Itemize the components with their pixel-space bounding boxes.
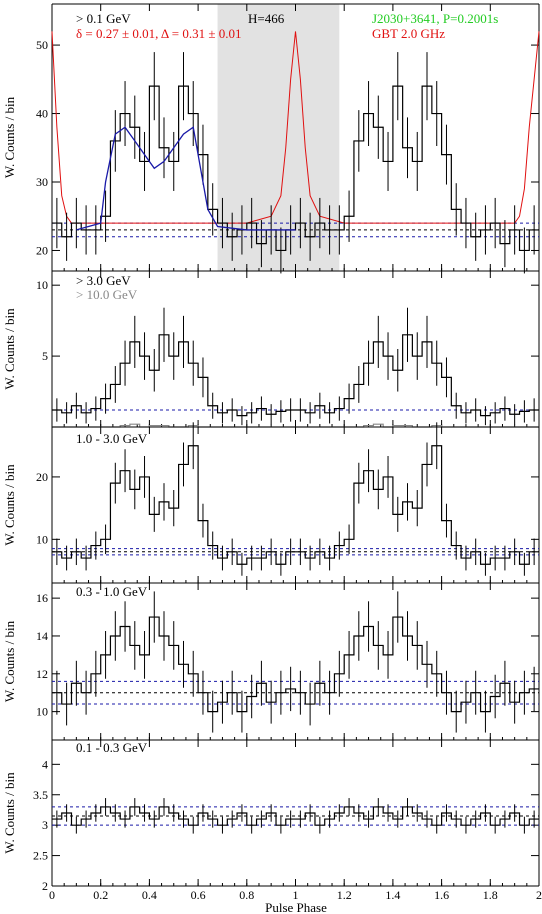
y-axis-label: W. Counts / bin bbox=[2, 620, 17, 702]
x-tick-label: 2 bbox=[536, 888, 542, 902]
panel-3: 10 20 W. Counts / bin bbox=[2, 422, 540, 584]
fit-curve-line bbox=[76, 126, 296, 231]
x-tick-label: 1.4 bbox=[385, 888, 400, 902]
y-tick-label: 3 bbox=[42, 818, 48, 832]
histogram-series-line bbox=[52, 334, 539, 417]
x-tick-label: 0 bbox=[49, 888, 55, 902]
x-tick-label: 0.2 bbox=[93, 888, 108, 902]
y-tick-label: 4 bbox=[42, 757, 48, 771]
x-tick-label: 0.6 bbox=[191, 888, 206, 902]
radio-band-label: GBT 2.0 GHz bbox=[372, 26, 445, 41]
y-tick-label: 40 bbox=[36, 107, 48, 121]
y-tick-label: 10 bbox=[36, 278, 48, 292]
y-axis-label: W. Counts / bin bbox=[2, 464, 17, 546]
htest-label: H=466 bbox=[248, 11, 285, 26]
y-tick-label: 20 bbox=[36, 470, 48, 484]
y-tick-label: 10 bbox=[36, 705, 48, 719]
x-tick-label: 1.8 bbox=[483, 888, 498, 902]
x-tick-label: 0.4 bbox=[142, 888, 157, 902]
y-axis-label: W. Counts / bin bbox=[2, 308, 17, 390]
y-tick-label: 3.5 bbox=[33, 788, 48, 802]
energy-band-label-4: 0.3 - 1.0 GeV bbox=[76, 584, 148, 599]
panel-5: 2 2.5 3 3.5 4 W. Counts / bin 0 0.2 0.4 0.6 0.8 1 1.… bbox=[2, 739, 542, 902]
histogram-series-line bbox=[52, 85, 539, 252]
x-axis-label: Pulse Phase bbox=[265, 900, 327, 914]
pulsar-label: J2030+3641, P=0.2001s bbox=[372, 11, 498, 26]
x-tick-label: 1.6 bbox=[434, 888, 449, 902]
y-tick-label: 20 bbox=[36, 243, 48, 257]
energy-band-label-2: > 3.0 GeV bbox=[76, 273, 131, 288]
y-tick-label: 16 bbox=[36, 591, 48, 605]
energy-band-label-top: > 0.1 GeV bbox=[76, 11, 131, 26]
energy-band-label-5: 0.1 - 0.3 GeV bbox=[76, 740, 148, 755]
y-tick-label: 14 bbox=[36, 629, 48, 643]
fit-parameters-label: δ = 0.27 ± 0.01, Δ = 0.31 ± 0.01 bbox=[76, 26, 241, 41]
histogram-series-line bbox=[52, 445, 539, 565]
x-tick-label: 1 bbox=[293, 888, 299, 902]
off-pulse-region bbox=[217, 4, 340, 271]
panel-1: 20 30 40 50 W. Counts / bin bbox=[2, 3, 540, 274]
y-axis-label: W. Counts / bin bbox=[2, 772, 17, 854]
y-tick-label: 2.5 bbox=[33, 849, 48, 863]
y-tick-label: 2 bbox=[42, 879, 48, 893]
x-tick-label: 1.2 bbox=[337, 888, 352, 902]
annotations-group: > 0.1 GeV δ = 0.27 ± 0.01, Δ = 0.31 ± 0.… bbox=[76, 11, 498, 914]
y-tick-label: 5 bbox=[42, 349, 48, 363]
panel-4: 10 12 14 16 W. Counts / bin bbox=[2, 582, 540, 741]
y-tick-label: 10 bbox=[36, 532, 48, 546]
histogram-series-line bbox=[52, 806, 539, 826]
energy-band-label-3: 1.0 - 3.0 GeV bbox=[76, 431, 148, 446]
y-axis-label: W. Counts / bin bbox=[2, 96, 17, 178]
y-tick-label: 12 bbox=[36, 667, 48, 681]
energy-band-label-2b: > 10.0 GeV bbox=[76, 287, 138, 302]
x-tick-label: 0.8 bbox=[239, 888, 254, 902]
y-tick-label: 30 bbox=[36, 175, 48, 189]
y-tick-label: 50 bbox=[36, 38, 48, 52]
